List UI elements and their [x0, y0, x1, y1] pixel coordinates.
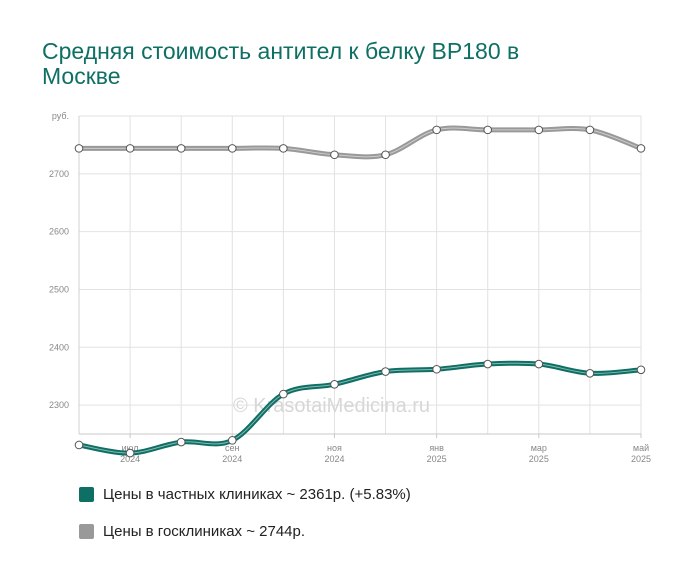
series-line-public [76, 125, 644, 160]
data-point-private [381, 367, 390, 376]
data-point-public [125, 144, 135, 153]
data-point-public [227, 144, 237, 153]
data-point-public [74, 144, 84, 153]
data-point-private [330, 379, 339, 389]
x-tick-month: май [633, 443, 649, 453]
y-tick-label: 2300 [49, 400, 69, 410]
data-point-public [585, 125, 595, 135]
x-tick-month: янв [429, 443, 444, 453]
data-point-private [74, 440, 84, 450]
data-point-public [534, 125, 544, 135]
legend-label-public: Цены в госклиниках ~ 2744р. [103, 522, 306, 540]
legend-item-public[interactable]: Цены в госклиниках ~ 2744р. [79, 521, 411, 541]
series-line-highlight-public [79, 127, 642, 158]
chart-title: Средняя стоимость антител к белку BP180 … [42, 38, 520, 89]
x-tick-month: ноя [327, 443, 342, 453]
legend-label-private: Цены в частных клиниках ~ 2361р. (+5.83%… [103, 485, 411, 503]
x-tick-year: 2024 [324, 454, 344, 464]
data-point-public [432, 125, 441, 135]
legend-swatch-public [79, 523, 94, 539]
y-unit-label: руб. [52, 111, 69, 121]
y-tick-label: 2600 [49, 227, 69, 237]
x-tick-month: июл [122, 443, 139, 453]
data-point-private [432, 364, 441, 374]
x-tick-month: сен [225, 443, 240, 453]
watermark: © KrasotaiMedicina.ru [233, 395, 430, 417]
data-point-private [636, 365, 646, 375]
data-point-public [483, 125, 493, 135]
legend: Цены в частных клиниках ~ 2361р. (+5.83%… [79, 484, 411, 558]
y-tick-label: 2500 [49, 284, 69, 294]
data-point-private [534, 359, 544, 369]
data-point-public [176, 144, 186, 153]
y-tick-label: 2400 [49, 342, 69, 352]
data-point-private [176, 437, 186, 447]
data-point-private [585, 368, 595, 378]
x-tick-month: мар [531, 443, 547, 453]
data-point-private [125, 448, 135, 458]
data-point-public [279, 144, 288, 153]
data-point-public [330, 150, 339, 160]
x-tick-year: 2024 [222, 454, 242, 464]
data-point-private [483, 359, 493, 369]
data-point-private [227, 436, 237, 445]
x-tick-year: 2025 [427, 454, 447, 464]
data-point-public [636, 144, 646, 153]
data-point-private [279, 389, 288, 399]
y-tick-label: 2700 [49, 169, 69, 179]
x-tick-year: 2025 [631, 454, 651, 464]
legend-item-private[interactable]: Цены в частных клиниках ~ 2361р. (+5.83%… [79, 484, 411, 504]
x-tick-year: 2025 [529, 454, 549, 464]
legend-swatch-private [79, 486, 94, 502]
data-point-public [381, 150, 390, 160]
x-tick-year: 2024 [120, 454, 140, 464]
